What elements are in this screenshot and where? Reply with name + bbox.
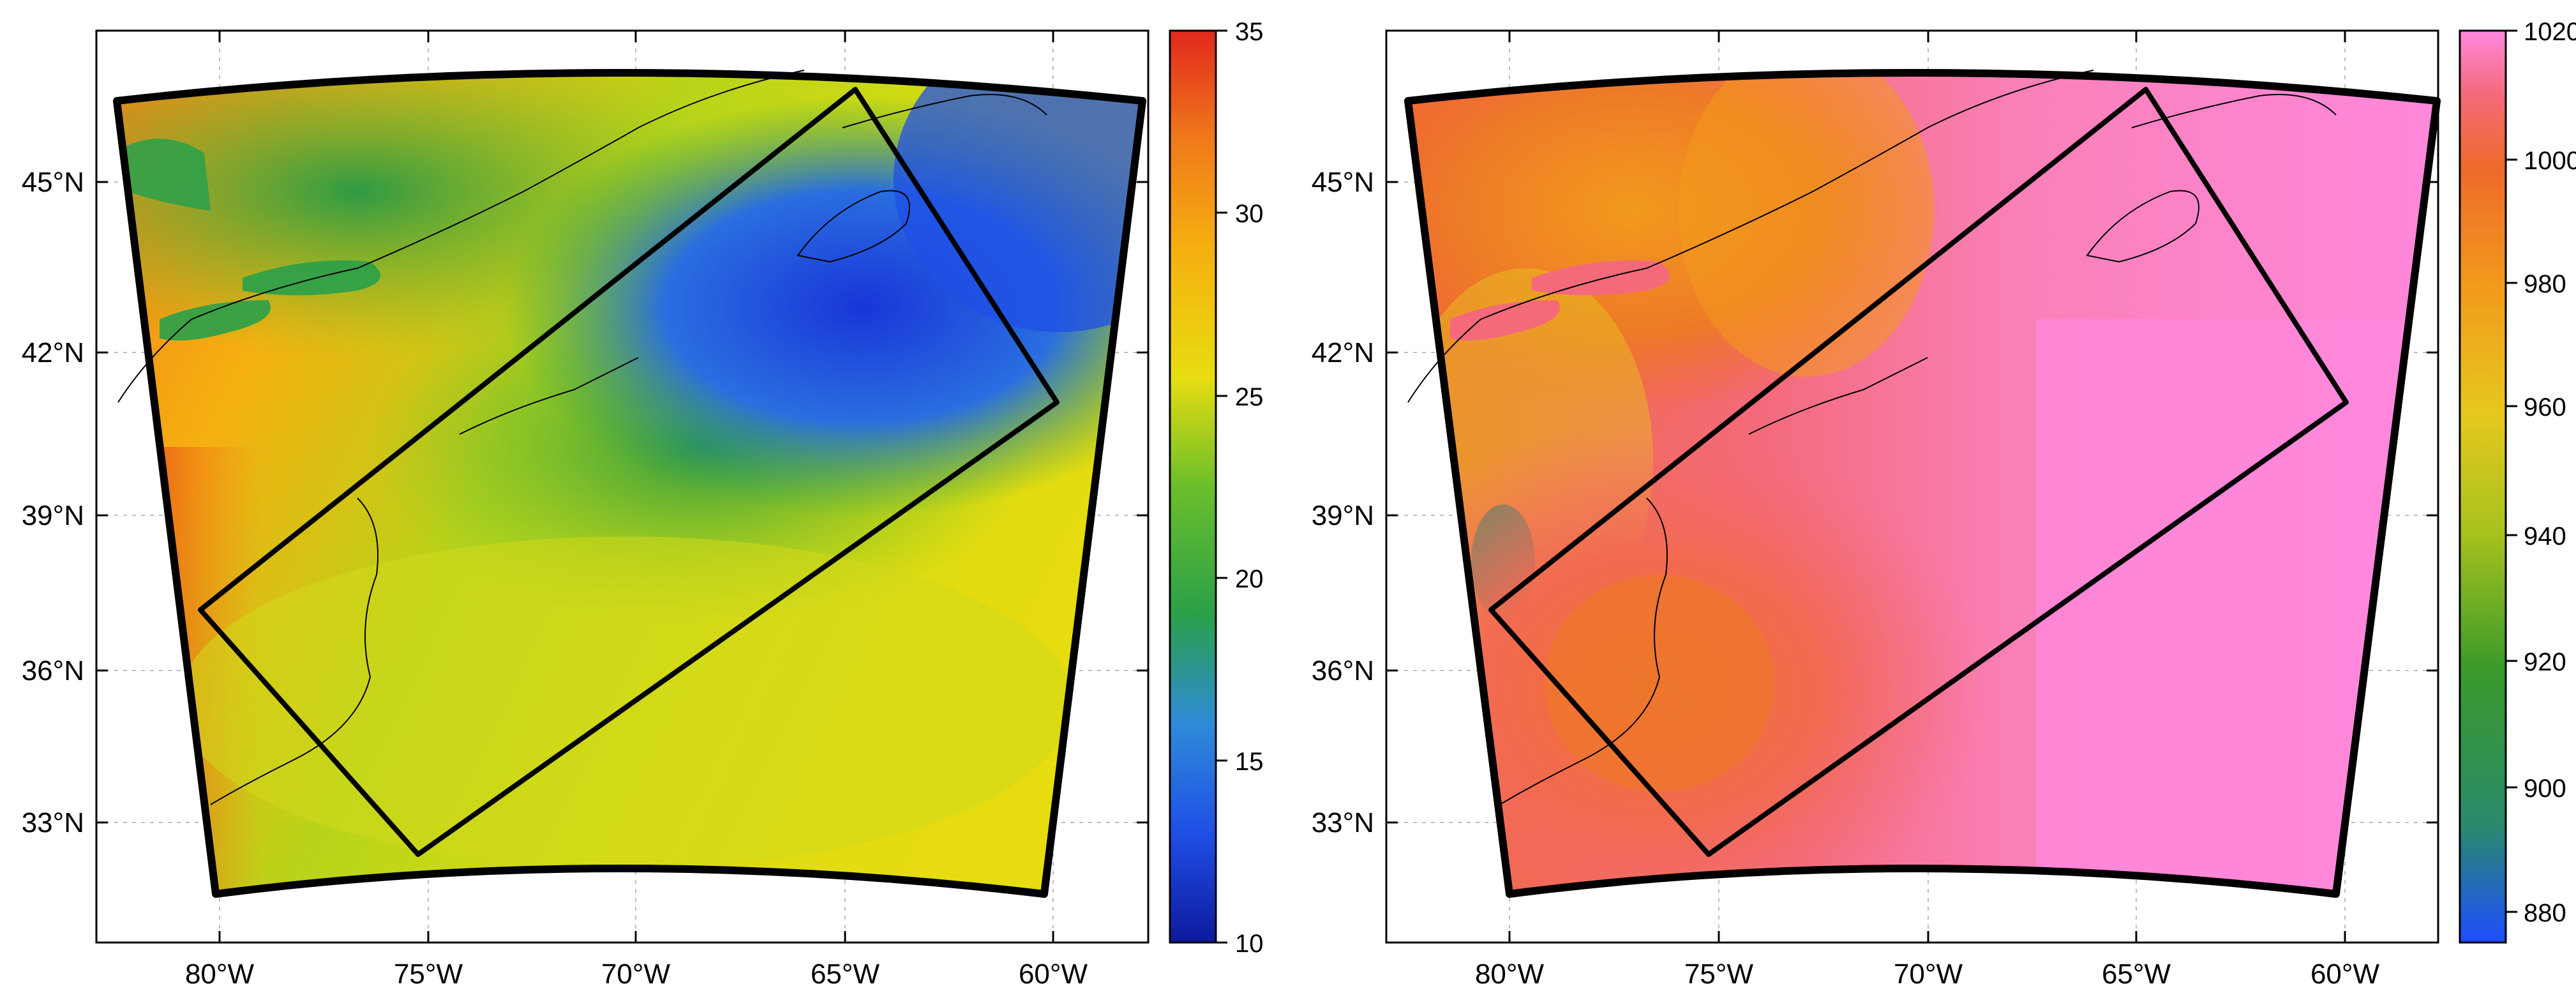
lon-label: 70°W [1894,958,1963,990]
colorbar-tick-label: 30 [1235,200,1264,228]
coastlines-left [117,70,1047,805]
colorbar-tick-label: 980 [2524,270,2566,298]
inner-domain-box-right [1488,87,2349,857]
lat-label: 33°N [22,807,84,838]
colorbar-right-bar [2459,29,2507,944]
map-panel-right: 45°N 42°N 39°N 36°N 33°N 80°W 75°W 70°W … [1312,18,2576,990]
colorbar-tick-label: 960 [2524,393,2566,421]
lon-label: 75°W [1684,958,1754,990]
lat-label: 33°N [1312,807,1374,838]
colorbar-tick-label: 900 [2524,775,2566,803]
lat-label: 36°N [22,655,84,686]
latitude-labels-right: 45°N 42°N 39°N 36°N 33°N [1312,167,1374,838]
colorbar-tick-label: 1020 [2524,18,2576,46]
lon-label: 60°W [2310,958,2380,990]
colorbar-tick-label: 20 [1235,565,1264,593]
domain-outline-left [113,69,1146,898]
longitude-labels-left: 80°W 75°W 70°W 65°W 60°W [185,958,1088,990]
lon-label: 60°W [1019,958,1088,990]
colorbar-right: 1020 1000 980 960 940 920 900 880 [2459,18,2576,944]
domain-outline-right [1404,69,2441,898]
lat-label: 45°N [1312,167,1374,198]
colorbar-tick-label: 25 [1235,383,1264,411]
colorbar-tick-label: 1000 [2524,147,2576,175]
latitude-labels-left: 45°N 42°N 39°N 36°N 33°N [22,167,84,838]
longitude-labels-right: 80°W 75°W 70°W 65°W 60°W [1475,958,2380,990]
colorbar-tick-label: 35 [1235,18,1264,46]
lon-label: 80°W [185,958,255,990]
axis-ticks-left [96,31,1148,943]
colorbar-tick-label: 10 [1235,930,1264,958]
lat-label: 39°N [1312,500,1374,531]
axis-ticks-right [1386,31,2438,943]
lon-label: 65°W [811,958,880,990]
lon-label: 70°W [601,958,671,990]
colorbar-tick-label: 920 [2524,648,2566,676]
map-panel-left: 45°N 42°N 39°N 36°N 33°N 80°W 75°W 70°W … [22,18,1264,990]
lon-label: 80°W [1475,958,1545,990]
colorbar-left-bar [1169,29,1217,944]
lat-label: 42°N [1312,337,1374,368]
inner-domain-box-left [198,87,1060,857]
colorbar-left: 35 30 25 20 15 10 [1169,18,1264,958]
colorbar-tick-label: 880 [2524,899,2566,927]
coastlines-right [1407,70,2337,805]
lon-label: 65°W [2102,958,2171,990]
lat-label: 45°N [22,167,84,198]
lat-label: 42°N [22,337,84,368]
lat-label: 36°N [1312,655,1374,686]
lat-label: 39°N [22,500,84,531]
colorbar-tick-label: 940 [2524,522,2566,550]
colorbar-tick-label: 15 [1235,748,1264,776]
lon-label: 75°W [394,958,463,990]
